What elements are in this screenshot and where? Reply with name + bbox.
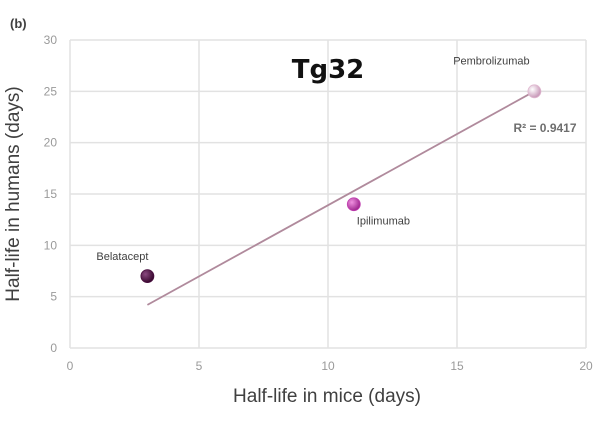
tick-labels: 0 5 10 15 20 25 30 0 5 10 15 20 (44, 33, 593, 373)
data-point-pembrolizumab (527, 84, 542, 99)
y-tick-label: 5 (50, 290, 57, 304)
trendline (146, 90, 535, 306)
r-squared-label: R² = 0.9417 (513, 121, 576, 135)
x-tick-label: 15 (450, 359, 464, 373)
x-tick-label: 20 (579, 359, 593, 373)
y-axis-label: Half-life in humans (days) (3, 86, 24, 301)
point-label-belatacept: Belatacept (96, 251, 148, 263)
point-label-pembrolizumab: Pembrolizumab (453, 55, 529, 67)
gridlines (69, 39, 587, 349)
y-tick-label: 0 (50, 341, 57, 355)
x-tick-label: 0 (67, 359, 74, 373)
y-tick-label: 10 (44, 238, 58, 252)
x-tick-label: 5 (196, 359, 203, 373)
x-tick-label: 10 (321, 359, 335, 373)
y-tick-label: 25 (44, 84, 58, 98)
y-tick-label: 30 (44, 33, 58, 47)
data-point-ipilimumab (346, 197, 361, 212)
point-label-ipilimumab: Ipilimumab (357, 215, 410, 227)
y-tick-label: 20 (44, 136, 58, 150)
x-axis-label: Half-life in mice (days) (233, 386, 421, 407)
y-tick-label: 15 (44, 187, 58, 201)
panel-label: (b) (10, 16, 27, 31)
chart-title: Tg32 (292, 55, 365, 85)
data-points: Belatacept Ipilimumab Pembrolizumab (96, 55, 542, 284)
data-point-belatacept (140, 269, 155, 284)
